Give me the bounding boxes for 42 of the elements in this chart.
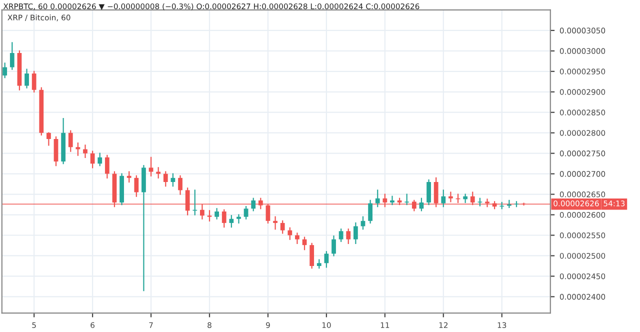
candlestick: [441, 190, 446, 208]
candlestick: [32, 70, 36, 92]
candlestick: [426, 179, 431, 206]
candlestick: [178, 175, 182, 195]
candlestick: [514, 201, 519, 208]
candlestick: [134, 175, 139, 197]
candlestick: [98, 152, 102, 166]
candlestick: [214, 208, 219, 220]
candlestick: [353, 222, 358, 244]
candlestick: [404, 194, 410, 206]
candlestick: [2, 62, 8, 78]
candlestick: [10, 42, 14, 70]
candlestick: [324, 251, 329, 268]
candlestick: [104, 154, 110, 178]
candlestick: [68, 130, 73, 152]
candlestick: [207, 210, 212, 222]
candlestick: [46, 132, 51, 146]
candlestick: [332, 236, 336, 256]
candlestick: [368, 200, 372, 224]
candlestick: [375, 190, 380, 208]
candlestick: [295, 232, 300, 244]
candlestick: [338, 228, 344, 242]
candlestick: [76, 142, 80, 156]
candlestick: [288, 227, 292, 240]
candlestick: [24, 68, 29, 88]
candlestick: [156, 167, 161, 178]
candlestick: [390, 196, 394, 206]
candlestick: [310, 242, 314, 269]
candlestick: [236, 214, 241, 224]
candlestick: [126, 171, 132, 183]
candlestick: [251, 198, 256, 212]
candlestick: [346, 228, 351, 244]
candlestick: [83, 144, 88, 158]
candlestick: [229, 215, 234, 228]
candlestick: [54, 136, 58, 166]
candlestick: [163, 171, 168, 187]
candlestick: [222, 209, 226, 228]
candlestick: [273, 216, 278, 230]
candlestick: [280, 220, 285, 234]
candlestick: [478, 198, 482, 206]
candlestick: [148, 156, 154, 176]
candlestick: [244, 206, 248, 220]
